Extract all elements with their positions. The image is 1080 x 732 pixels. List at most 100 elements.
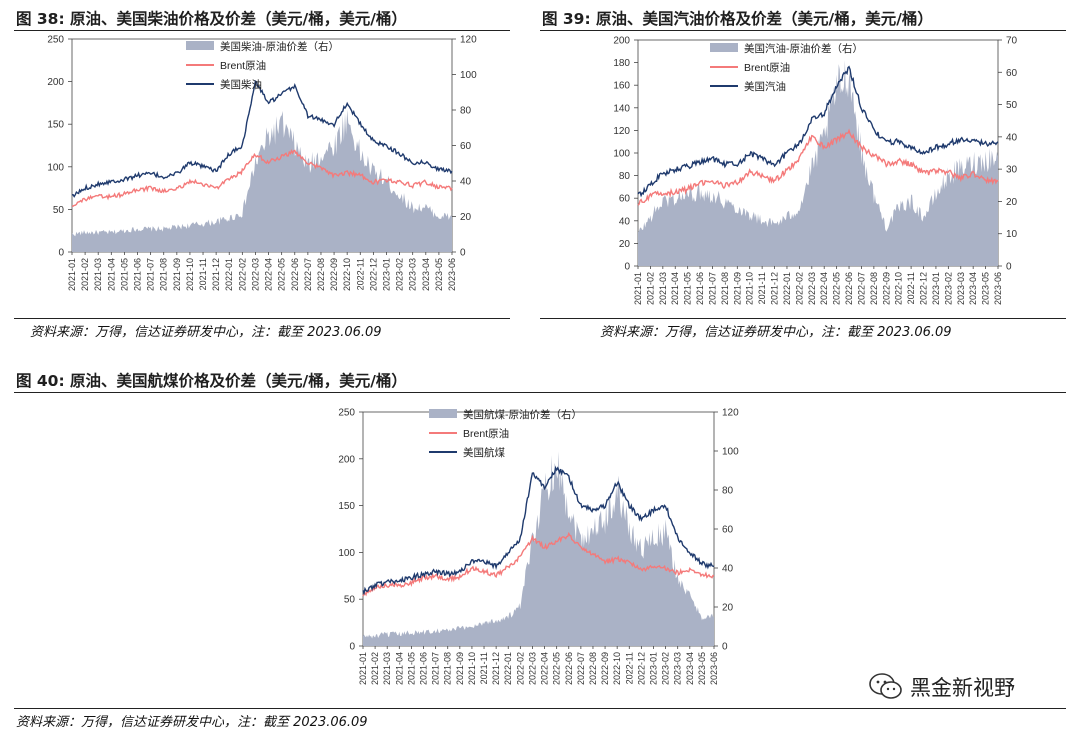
watermark-text: 黑金新视野	[910, 676, 1015, 700]
legend-label: 美国汽油-原油价差（右）	[744, 42, 863, 55]
x-tick-label: 2022-05	[552, 652, 562, 685]
x-tick-label: 2021-02	[370, 652, 380, 685]
y-left-tick-label: 0	[624, 262, 630, 273]
x-tick-label: 2022-10	[612, 652, 622, 685]
y-right-tick-label: 0	[460, 248, 466, 259]
y-right-tick-label: 0	[722, 642, 728, 653]
y-left-tick-label: 60	[619, 194, 631, 205]
title-divider-39	[540, 30, 1066, 31]
x-tick-label: 2022-12	[368, 258, 378, 291]
y-left-tick-label: 80	[619, 171, 631, 182]
x-tick-label: 2022-12	[919, 272, 929, 305]
y-right-tick-label: 70	[1006, 36, 1018, 47]
x-tick-label: 2023-03	[956, 272, 966, 305]
chart-39-svg: 0 20 40 60 80 100 120 140 160 180 200 0 10 20 30 40 50 60…	[613, 36, 1018, 306]
y-left-tick-label: 200	[338, 454, 355, 465]
legend-swatch-spread	[186, 41, 214, 50]
series-line-brent	[362, 531, 715, 597]
y-left-tick-label: 250	[338, 408, 355, 419]
x-tick-label: 2022-02	[515, 652, 525, 685]
chart-39: 0 20 40 60 80 100 120 140 160 180 200 0 10 20 30 40 50 60…	[590, 34, 1030, 320]
y-left-tick-label: 120	[613, 126, 630, 137]
y-right-tick-label: 80	[460, 106, 472, 117]
y-left-tick-label: 100	[338, 548, 355, 559]
x-tick-label: 2021-01	[67, 258, 77, 291]
x-tick-label: 2023-04	[968, 272, 978, 305]
y-right-tick-label: 30	[1006, 165, 1018, 176]
y-left-tick-label: 200	[47, 77, 64, 88]
x-tick-label: 2022-08	[588, 652, 598, 685]
y-right-tick-label: 20	[1006, 197, 1018, 208]
x-tick-label: 2021-08	[720, 272, 730, 305]
series-area-spread	[363, 451, 714, 646]
x-tick-label: 2021-04	[394, 652, 404, 685]
x-tick-label: 2021-09	[172, 258, 182, 291]
x-tick-label: 2022-03	[250, 258, 260, 291]
legend-swatch-spread	[710, 43, 738, 52]
y-left-tick-label: 40	[619, 216, 631, 227]
figure-source-38: 资料来源：万得，信达证券研发中心，注：截至 2023.06.09	[30, 325, 382, 340]
x-tick-label: 2022-08	[316, 258, 326, 291]
x-tick-label: 2022-08	[869, 272, 879, 305]
x-tick-label: 2023-02	[943, 272, 953, 305]
series-area-spread	[72, 109, 452, 252]
x-tick-label: 2022-12	[636, 652, 646, 685]
x-tick-label: 2021-10	[745, 272, 755, 305]
series-line-product	[71, 79, 453, 198]
y-right-tick-label: 120	[722, 408, 739, 419]
x-tick-label: 2021-07	[431, 652, 441, 685]
x-tick-label: 2023-01	[931, 272, 941, 305]
x-tick-label: 2021-05	[406, 652, 416, 685]
x-tick-label: 2023-04	[685, 652, 695, 685]
series-line-brent	[637, 128, 999, 206]
y-right-tick-label: 20	[722, 603, 734, 614]
x-tick-label: 2023-05	[981, 272, 991, 305]
y-right-tick-label: 50	[1006, 100, 1018, 111]
x-tick-label: 2022-04	[540, 652, 550, 685]
x-tick-label: 2022-03	[807, 272, 817, 305]
x-tick-label: 2022-06	[290, 258, 300, 291]
x-tick-label: 2021-08	[159, 258, 169, 291]
y-right-tick-label: 80	[722, 486, 734, 497]
x-tick-label: 2022-04	[819, 272, 829, 305]
chart-38: 0 50 100 150 200 250 0 20 40 60 80 100 120 2021-01 202…	[20, 34, 500, 320]
x-tick-label: 2021-03	[382, 652, 392, 685]
x-tick-label: 2021-03	[658, 272, 668, 305]
x-tick-label: 2022-05	[832, 272, 842, 305]
x-tick-label: 2021-04	[670, 272, 680, 305]
x-tick-label: 2022-06	[564, 652, 574, 685]
chart-40: 0 50 100 150 200 250 0 20 40 60 80 100 120 2021-01 202…	[325, 402, 755, 702]
x-tick-label: 2021-05	[119, 258, 129, 291]
x-tick-label: 2021-11	[479, 652, 489, 684]
x-tick-label: 2021-11	[198, 258, 208, 290]
x-tick-label: 2023-01	[648, 652, 658, 685]
x-tick-label: 2023-06	[447, 258, 457, 291]
x-tick-label: 2023-05	[697, 652, 707, 685]
y-right-tick-label: 0	[1006, 262, 1012, 273]
figure-source-40: 资料来源：万得，信达证券研发中心，注：截至 2023.06.09	[16, 715, 368, 730]
y-right-tick-label: 60	[722, 525, 734, 536]
x-tick-label: 2022-09	[600, 652, 610, 685]
figure-title-39: 图 39: 原油、美国汽油价格及价差（美元/桶，美元/桶）	[542, 10, 933, 28]
x-tick-label: 2022-11	[624, 652, 634, 684]
x-tick-label: 2022-04	[264, 258, 274, 291]
x-tick-label: 2021-10	[467, 652, 477, 685]
y-left-tick-label: 200	[613, 36, 630, 47]
x-tick-label: 2021-08	[443, 652, 453, 685]
x-tick-label: 2021-05	[683, 272, 693, 305]
y-right-tick-label: 60	[460, 141, 472, 152]
x-tick-label: 2022-10	[894, 272, 904, 305]
x-tick-label: 2021-09	[732, 272, 742, 305]
x-tick-label: 2021-02	[80, 258, 90, 291]
source-divider-39	[540, 318, 1066, 319]
watermark: 黑金新视野	[868, 670, 1058, 704]
figure-title-40: 图 40: 原油、美国航煤价格及价差（美元/桶，美元/桶）	[16, 372, 407, 390]
x-tick-label: 2023-06	[993, 272, 1003, 305]
x-tick-label: 2021-03	[93, 258, 103, 291]
source-divider-40	[14, 708, 1066, 709]
y-right-tick-label: 60	[1006, 68, 1018, 79]
legend-label: 美国柴油-原油价差（右）	[220, 40, 339, 53]
x-tick-label: 2023-03	[673, 652, 683, 685]
x-tick-label: 2021-04	[106, 258, 116, 291]
